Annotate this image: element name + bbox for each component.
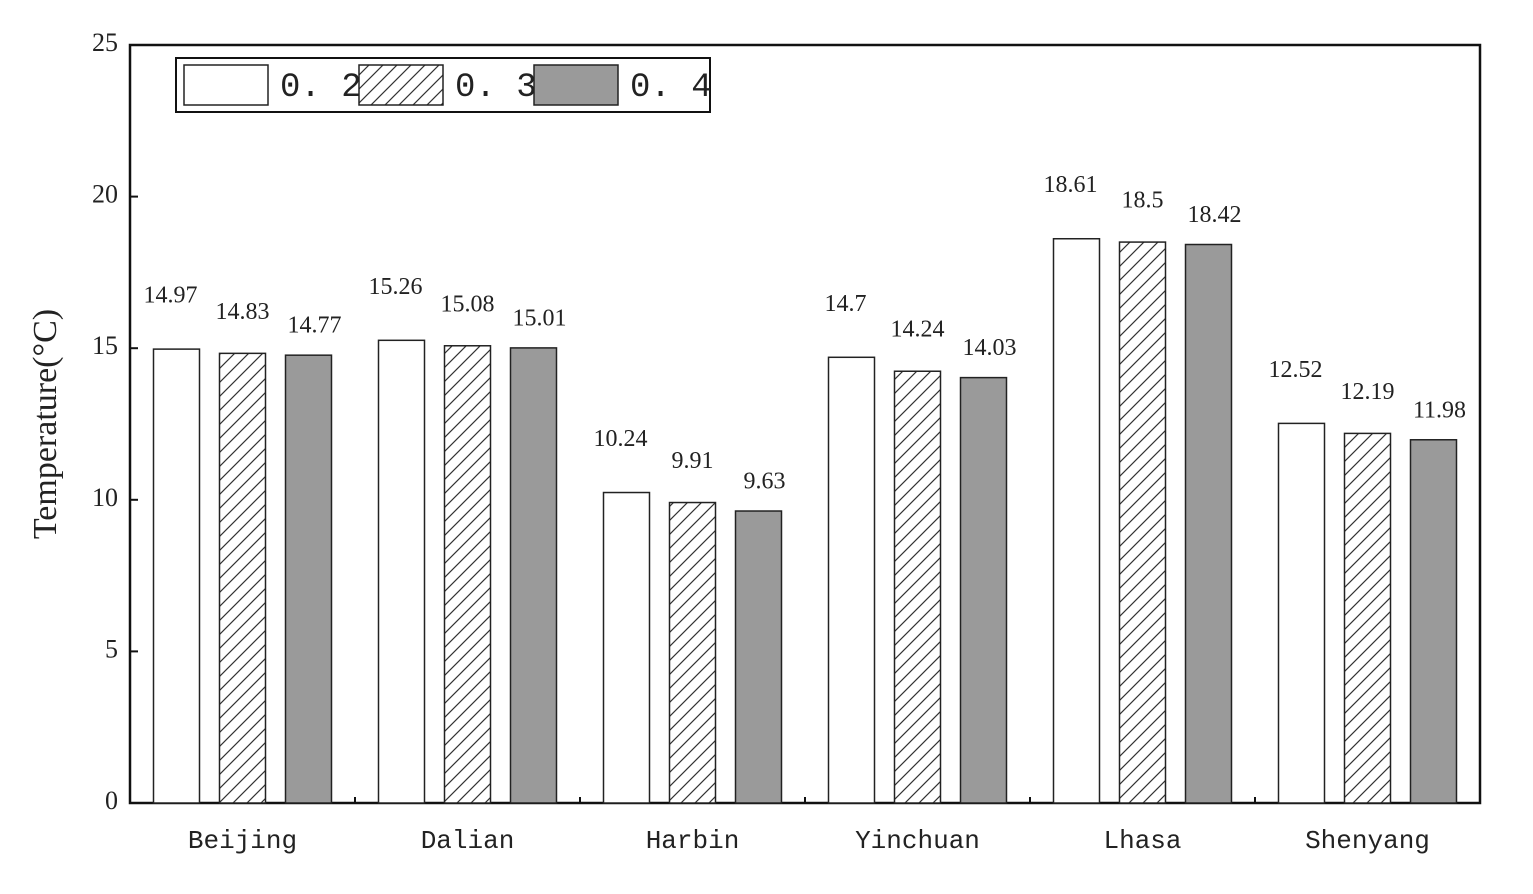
bar [734, 510, 783, 804]
value-label: 12.52 [1269, 357, 1323, 383]
value-label: 12.19 [1341, 379, 1395, 405]
x-tick-label: Harbin [646, 826, 740, 856]
plot-frame [128, 43, 1482, 805]
x-tick-label: Beijing [188, 826, 297, 856]
bar [602, 491, 651, 804]
legend-swatch [183, 64, 269, 106]
bar [1277, 422, 1326, 804]
x-tick-label: Yinchuan [855, 826, 980, 856]
bar [893, 370, 942, 804]
value-label: 9.63 [744, 469, 786, 495]
bar [1118, 241, 1167, 804]
bar [443, 345, 492, 804]
bar [152, 348, 201, 804]
value-label: 14.83 [216, 299, 270, 325]
legend-label: 0. 2 [280, 69, 362, 107]
bar [1409, 439, 1458, 804]
legend-label: 0. 3 [455, 69, 537, 107]
value-label: 14.97 [144, 283, 198, 309]
value-label: 18.5 [1122, 188, 1164, 214]
value-label: 15.26 [369, 274, 423, 300]
bar [1343, 432, 1392, 804]
value-label: 11.98 [1413, 397, 1466, 423]
y-tick-label: 0 [105, 786, 118, 815]
y-tick-label: 5 [105, 634, 118, 663]
y-axis-label: Temperature(°C) [27, 309, 64, 539]
legend-swatch [358, 64, 444, 106]
y-tick-label: 10 [92, 483, 118, 512]
bar [377, 339, 426, 804]
bar [218, 352, 267, 804]
value-label: 14.03 [963, 335, 1017, 361]
value-label: 18.61 [1044, 172, 1098, 198]
bar [827, 356, 876, 804]
x-tick-label: Shenyang [1305, 826, 1430, 856]
bar [668, 501, 717, 804]
value-label: 14.77 [288, 313, 342, 339]
y-tick-label: 15 [92, 331, 118, 360]
bar [959, 376, 1008, 804]
value-label: 14.24 [891, 317, 945, 343]
bar [284, 354, 333, 804]
bar [1184, 243, 1233, 804]
x-tick-label: Dalian [421, 826, 515, 856]
bar [1052, 237, 1101, 804]
value-label: 15.01 [513, 305, 567, 331]
legend-label: 0. 4 [630, 69, 712, 107]
value-label: 10.24 [594, 426, 648, 452]
value-label: 9.91 [672, 448, 714, 474]
value-label: 14.7 [825, 291, 867, 317]
value-label: 15.08 [441, 291, 495, 317]
y-tick-label: 20 [92, 180, 118, 209]
x-tick-label: Lhasa [1103, 826, 1181, 856]
bar [509, 347, 558, 804]
value-label: 18.42 [1188, 202, 1242, 228]
y-tick-label: 25 [92, 28, 118, 57]
legend-swatch [533, 64, 619, 106]
